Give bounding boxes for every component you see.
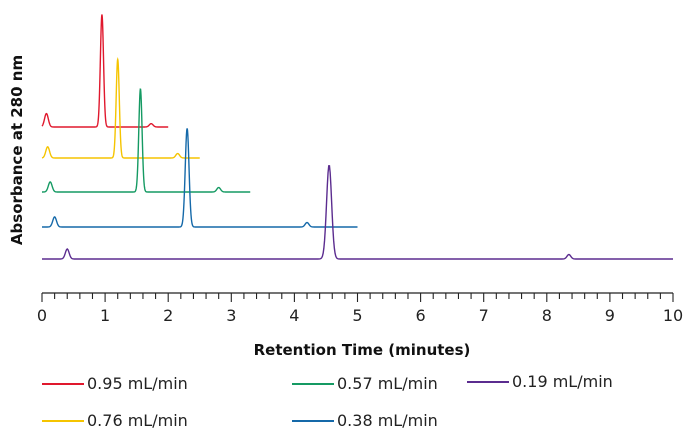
x-tick-label: 1 (100, 306, 110, 325)
series-line-0 (41, 14, 169, 128)
legend-label: 0.95 mL/min (87, 374, 188, 393)
legend: 0.95 mL/min 0.76 mL/min 0.57 mL/min 0.38 mL… (42, 372, 613, 430)
chromatogram-traces (41, 14, 673, 260)
x-tick-label: 4 (289, 306, 299, 325)
x-tick-label: 10 (663, 306, 683, 325)
x-tick-label: 7 (479, 306, 489, 325)
x-tick-label: 0 (37, 306, 47, 325)
x-tick-label: 5 (352, 306, 362, 325)
series-line-1 (41, 56, 200, 159)
series-line-4 (42, 165, 673, 260)
legend-label: 0.57 mL/min (337, 374, 438, 393)
x-tick-label: 9 (605, 306, 615, 325)
y-axis-title: Absorbance at 280 nm (8, 55, 26, 245)
x-tick-label: 6 (416, 306, 426, 325)
series-line-2 (42, 88, 251, 193)
legend-label: 0.38 mL/min (337, 411, 438, 430)
x-axis-title: Retention Time (minutes) (254, 341, 471, 359)
series-line-3 (42, 128, 358, 228)
x-tick-label: 2 (163, 306, 173, 325)
x-tick-label: 3 (226, 306, 236, 325)
x-tick-label: 8 (542, 306, 552, 325)
legend-label: 0.19 mL/min (512, 372, 613, 391)
x-axis: 0 1 2 3 4 5 6 7 8 9 10 (37, 293, 683, 325)
legend-label: 0.76 mL/min (87, 411, 188, 430)
